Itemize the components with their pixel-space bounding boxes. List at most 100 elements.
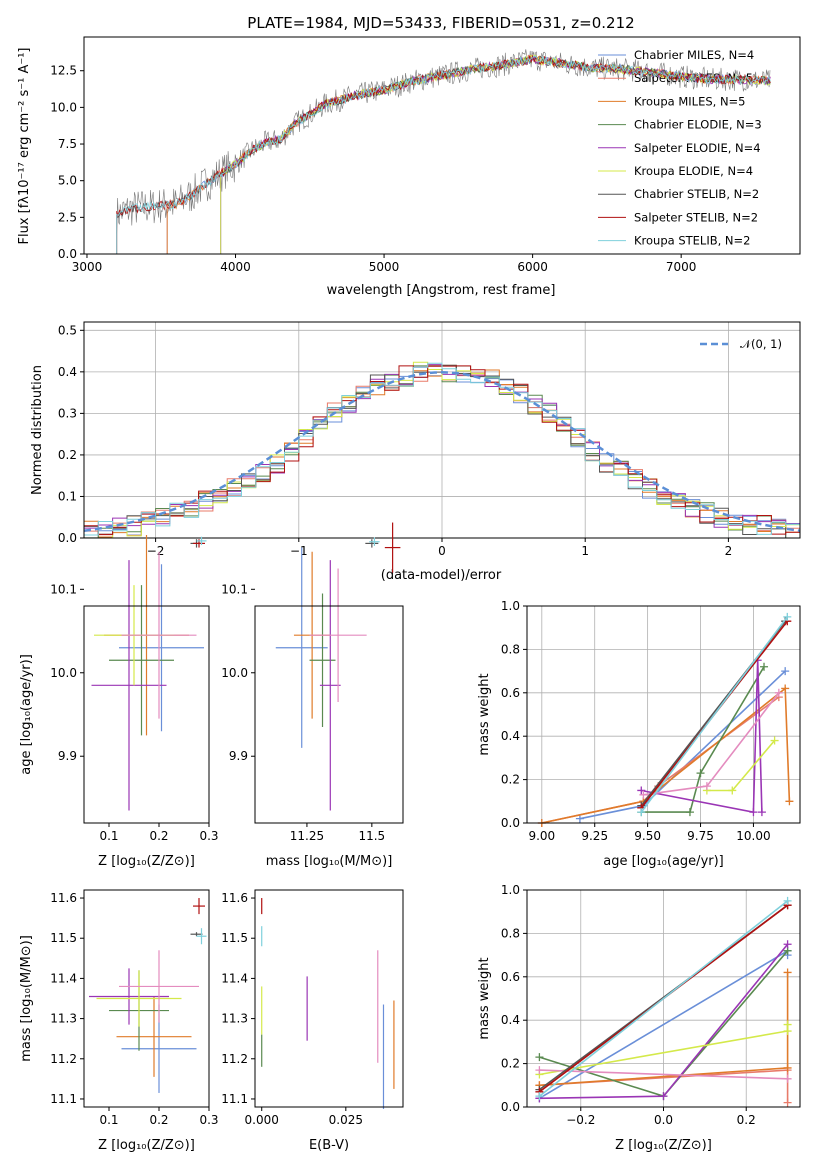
spectrum-axes bbox=[80, 70, 682, 258]
x-tick-label: 0.025 bbox=[329, 1113, 363, 1127]
y-tick-label: 11.4 bbox=[50, 971, 77, 985]
y-tick-label: 0.5 bbox=[58, 323, 77, 337]
x-tick-label: 0.2 bbox=[149, 829, 168, 843]
weight-marker bbox=[781, 684, 790, 693]
histogram-step bbox=[84, 362, 800, 536]
y-tick-label: 11.3 bbox=[50, 1012, 77, 1026]
y-tick-label: 11.2 bbox=[50, 1052, 77, 1066]
y-tick-label: 7.5 bbox=[58, 137, 77, 151]
y-tick-label: 12.5 bbox=[50, 64, 77, 78]
y-axis-label: mass [log₁₀(M/M⊙)] bbox=[19, 935, 34, 1062]
y-tick-label: 0.3 bbox=[58, 406, 77, 420]
x-tick-label: 2 bbox=[725, 544, 733, 558]
residuals-frame bbox=[83, 321, 801, 539]
age_vs_Z-frame bbox=[83, 605, 210, 824]
legend-label: Kroupa ELODIE, N=4 bbox=[634, 164, 753, 178]
spectrum-model-line bbox=[220, 55, 771, 254]
weight-marker bbox=[770, 736, 779, 745]
age_vs_Z-axes bbox=[80, 588, 210, 827]
x-tick-label: 9.50 bbox=[634, 829, 661, 843]
weight-marker bbox=[728, 786, 737, 795]
y-tick-label: 0.2 bbox=[501, 1057, 520, 1071]
x-tick-label: 4000 bbox=[220, 260, 251, 274]
x-tick-label: 1 bbox=[581, 544, 589, 558]
weight-marker bbox=[785, 797, 794, 806]
weight-line bbox=[706, 739, 776, 792]
legend-label: Salpeter STELIB, N=2 bbox=[634, 210, 758, 224]
y-tick-label: 0.1 bbox=[58, 489, 77, 503]
weight-line bbox=[541, 686, 791, 824]
y-tick-label: 11.6 bbox=[221, 891, 248, 905]
y-tick-label: 0.4 bbox=[58, 365, 77, 379]
x-tick-label: 11.5 bbox=[358, 829, 385, 843]
y-tick-label: 11.6 bbox=[50, 891, 77, 905]
x-tick-label: 7000 bbox=[666, 260, 697, 274]
x-tick-label: −2 bbox=[147, 544, 165, 558]
x-tick-label: 3000 bbox=[72, 260, 103, 274]
x-tick-label: 0.1 bbox=[99, 1113, 118, 1127]
x-tick-label: 0.000 bbox=[245, 1113, 279, 1127]
y-tick-label: 1.0 bbox=[501, 599, 520, 613]
chart-title: PLATE=1984, MJD=53433, FIBERID=0531, z=0… bbox=[247, 14, 634, 32]
weight-marker bbox=[659, 1092, 668, 1101]
y-tick-label: 11.1 bbox=[221, 1092, 248, 1106]
y-tick-label: 0.4 bbox=[501, 729, 520, 743]
x-tick-label: 9.25 bbox=[581, 829, 608, 843]
y-tick-label: 9.9 bbox=[58, 749, 77, 763]
x-tick-label: 11.25 bbox=[290, 829, 324, 843]
y-axis-label: mass weight bbox=[477, 673, 492, 755]
x-tick-label: −1 bbox=[290, 544, 308, 558]
x-axis-label: mass [log₁₀(M/M⊙)] bbox=[266, 854, 393, 869]
weight-marker bbox=[535, 1053, 544, 1062]
x-tick-label: −0.2 bbox=[566, 1113, 595, 1127]
y-tick-label: 2.5 bbox=[58, 210, 77, 224]
x-tick-label: 0.0 bbox=[654, 1113, 673, 1127]
x-tick-label: 0 bbox=[438, 544, 446, 558]
weight-line bbox=[538, 900, 789, 1097]
y-tick-label: 0.0 bbox=[501, 816, 520, 830]
weight-marker bbox=[757, 808, 766, 817]
weight-marker bbox=[783, 612, 792, 621]
x-axis-label: E(B-V) bbox=[309, 1138, 349, 1153]
weight_vs_Z-frame bbox=[526, 889, 801, 1108]
y-tick-label: 0.8 bbox=[501, 926, 520, 940]
x-tick-label: 0.3 bbox=[199, 1113, 218, 1127]
weight-marker bbox=[783, 1098, 792, 1107]
y-tick-label: 0.6 bbox=[501, 970, 520, 984]
x-tick-label: 6000 bbox=[517, 260, 548, 274]
weight-marker bbox=[783, 940, 792, 949]
y-tick-label: 10.1 bbox=[50, 582, 77, 596]
legend-label: Chabrier ELODIE, N=3 bbox=[634, 118, 762, 132]
legend-label: Chabrier MILES, N=4 bbox=[634, 48, 754, 62]
y-tick-label: 1.0 bbox=[501, 883, 520, 897]
y-tick-label: 10.0 bbox=[221, 666, 248, 680]
histogram-step bbox=[84, 361, 800, 539]
y-tick-label: 0.8 bbox=[501, 642, 520, 656]
legend-label: Chabrier STELIB, N=2 bbox=[634, 187, 759, 201]
legend-label: Kroupa STELIB, N=2 bbox=[634, 234, 751, 248]
mass_vs_EBV-frame bbox=[254, 889, 404, 1108]
weight-marker bbox=[702, 782, 711, 791]
normal-curve bbox=[83, 371, 801, 532]
y-tick-label: 10.0 bbox=[50, 666, 77, 680]
spectrum-frame bbox=[83, 36, 801, 255]
mass_vs_Z-axes bbox=[80, 897, 210, 1111]
weight-marker bbox=[783, 968, 792, 977]
legend-label: 𝒩(0, 1) bbox=[740, 337, 782, 351]
weight-marker bbox=[760, 662, 769, 671]
x-tick-label: 0.2 bbox=[737, 1113, 756, 1127]
weight-marker bbox=[783, 1074, 792, 1083]
weight-marker bbox=[774, 688, 783, 697]
y-tick-label: 11.3 bbox=[221, 1012, 248, 1026]
y-axis-label: mass weight bbox=[477, 957, 492, 1039]
weight-marker bbox=[783, 896, 792, 905]
spectrum-model-line bbox=[116, 54, 771, 254]
weight-marker bbox=[781, 667, 790, 676]
y-tick-label: 11.5 bbox=[221, 931, 248, 945]
x-axis-label: age [log₁₀(age/yr)] bbox=[603, 854, 724, 869]
y-tick-label: 10.1 bbox=[221, 582, 248, 596]
mass_vs_Z-frame bbox=[83, 889, 210, 1108]
y-tick-label: 0.0 bbox=[58, 247, 77, 261]
y-tick-label: 11.5 bbox=[50, 931, 77, 945]
